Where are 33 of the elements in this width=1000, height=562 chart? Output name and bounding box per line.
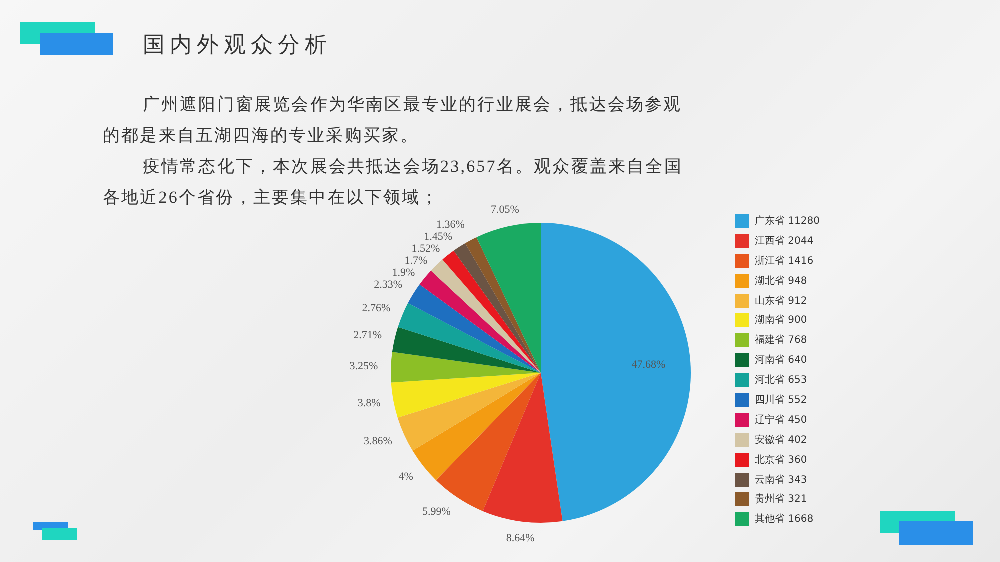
legend-label: 湖北省 948: [755, 274, 808, 288]
legend-label: 河南省 640: [755, 354, 808, 368]
data-label: 1.36%: [436, 219, 465, 232]
data-label: 47.68%: [632, 359, 666, 372]
legend-label: 广东省 11280: [755, 214, 820, 228]
text: 广州遮阳门窗展览会作为华南区最专业的行业展会，抵达会场参观的都是来自五湖四海的专业采购买家。: [103, 94, 684, 147]
data-label: 1.9%: [392, 267, 416, 280]
data-label: 1.7%: [404, 255, 428, 268]
legend-label: 贵州省 321: [755, 492, 808, 506]
chart-title: 国内外观众分析: [143, 31, 332, 59]
legend-label: 山东省 912: [755, 294, 808, 308]
legend-label: 江西省 2044: [755, 234, 814, 248]
data-label: 1.52%: [412, 243, 440, 256]
data-label: 1.45%: [424, 231, 452, 244]
data-label: 2.76%: [362, 302, 391, 314]
legend-label: 北京省 360: [755, 454, 808, 467]
data-label: 3.25%: [350, 360, 378, 373]
legend-label: 辽宁省 450: [755, 414, 808, 427]
legend-label: 其他省 1668: [755, 512, 814, 526]
legend-label: 福建省 768: [755, 334, 808, 348]
legend-label: 浙江省 1416: [755, 254, 814, 268]
legend-label: 湖南省 900: [755, 314, 808, 328]
legend-label: 安徽省 402: [755, 434, 808, 447]
data-label: 2.33%: [374, 279, 403, 292]
data-label: 3.86%: [364, 436, 392, 448]
legend-label: 云南省 343: [755, 474, 808, 487]
legend-label: 四川省 552: [755, 394, 808, 408]
data-label: 4%: [398, 470, 414, 483]
data-label: 2.71%: [354, 330, 382, 342]
data-label: 5.99%: [422, 506, 451, 518]
data-label: 3.8%: [358, 397, 381, 410]
legend-label: 河北省 653: [755, 374, 808, 388]
data-label: 8.64%: [506, 532, 535, 545]
